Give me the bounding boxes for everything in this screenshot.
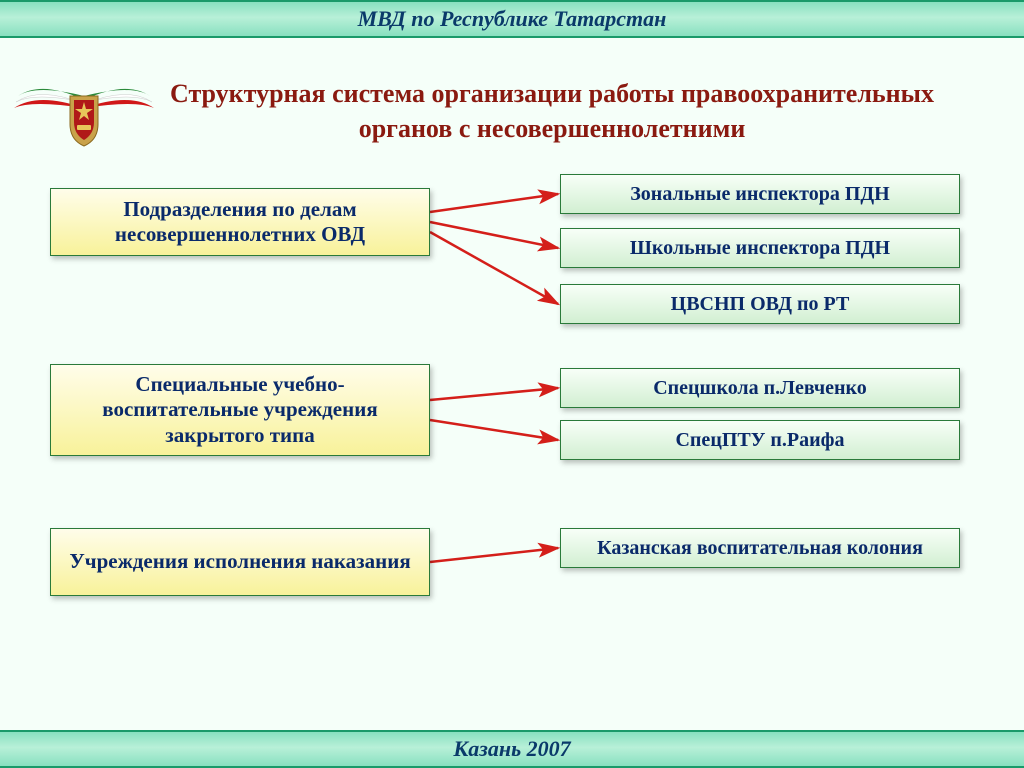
right-box-0-1: Школьные инспектора ПДН (560, 228, 960, 268)
diagram-area: Подразделения по делам несовершеннолетни… (0, 168, 1024, 728)
right-box-0-0: Зональные инспектора ПДН (560, 174, 960, 214)
footer-bar: Казань 2007 (0, 730, 1024, 768)
right-box-1-0: Спецшкола п.Левченко (560, 368, 960, 408)
header-bar: МВД по Республике Татарстан (0, 0, 1024, 38)
right-box-0-2: ЦВСНП ОВД по РТ (560, 284, 960, 324)
footer-text: Казань 2007 (453, 736, 570, 762)
left-box-0: Подразделения по делам несовершеннолетни… (50, 188, 430, 256)
slide-title: Структурная система организации работы п… (120, 76, 984, 146)
left-box-1: Специальные учебно-воспитательные учрежд… (50, 364, 430, 456)
left-box-2: Учреждения исполнения наказания (50, 528, 430, 596)
right-box-2-0: Казанская воспитательная колония (560, 528, 960, 568)
header-text: МВД по Республике Татарстан (358, 6, 667, 32)
right-box-1-1: СпецПТУ п.Раифа (560, 420, 960, 460)
